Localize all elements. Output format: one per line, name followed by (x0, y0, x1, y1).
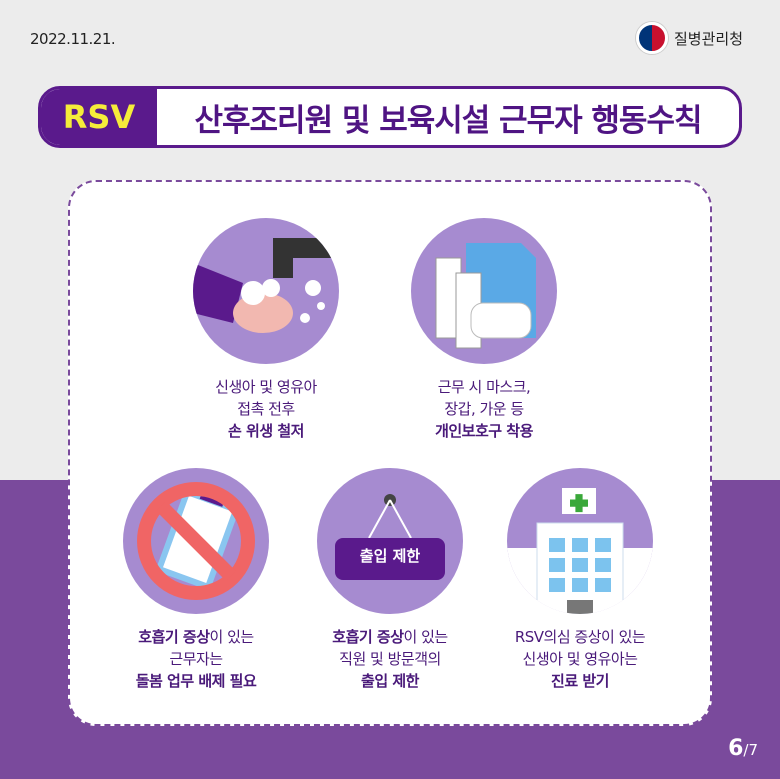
title-banner: RSV 산후조리원 및 보육시설 근무자 행동수칙 (38, 86, 742, 148)
caption-line: 접촉 전후 (237, 400, 295, 418)
caption-line: 근무 시 마스크, (437, 378, 531, 396)
agency-logo: 질병관리청 (636, 22, 743, 54)
no-clipboard-icon (123, 468, 269, 614)
caption-emphasis: 진료 받기 (551, 672, 609, 690)
page-current: 6 (728, 736, 744, 761)
caption-emphasis: 호흡기 증상 (332, 628, 404, 646)
sign-label: 출입 제한 (359, 546, 421, 565)
kdca-emblem-icon (636, 22, 668, 54)
item-entry-restriction: 출입 제한 호흡기 증상이 있는 직원 및 방문객의 출입 제한 (290, 468, 490, 692)
caption-emphasis: 돌봄 업무 배제 필요 (135, 672, 257, 690)
hand-washing-icon (193, 218, 339, 364)
caption-line: 근무자는 (169, 650, 223, 668)
caption-emphasis: 손 위생 철저 (228, 422, 304, 440)
caption-line: 이 있는 (403, 628, 449, 646)
caption-line: 장갑, 가운 등 (444, 400, 524, 418)
page-title: 산후조리원 및 보육시설 근무자 행동수칙 (194, 102, 702, 139)
caption-line: 이 있는 (209, 628, 255, 646)
entry-restricted-sign-icon: 출입 제한 (317, 468, 463, 614)
agency-name: 질병관리청 (674, 29, 744, 48)
mask-gloves-gown-icon (411, 218, 557, 364)
caption-line: 신생아 및 영유아는 (522, 650, 638, 668)
caption-emphasis: 출입 제한 (361, 672, 419, 690)
caption-line: 신생아 및 영유아 (215, 378, 317, 396)
hospital-icon (507, 468, 653, 614)
page-total: /7 (743, 741, 758, 759)
page-indicator: 6/7 (728, 736, 758, 761)
caption-line: 직원 및 방문객의 (339, 650, 441, 668)
title-tag: RSV (41, 89, 157, 145)
caption-emphasis: 개인보호구 착용 (435, 422, 533, 440)
caption-line: RSV의심 증상이 있는 (514, 628, 646, 646)
caption-emphasis: 호흡기 증상 (138, 628, 210, 646)
date: 2022.11.21. (30, 30, 116, 48)
